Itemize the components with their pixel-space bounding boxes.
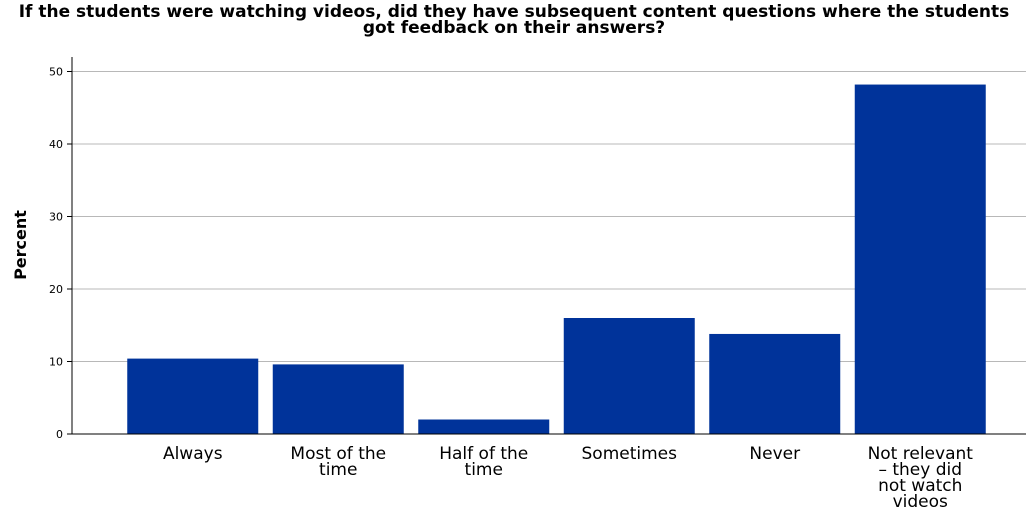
x-category-label-2: Half of the time (439, 444, 528, 480)
bar-3 (563, 318, 695, 434)
x-category-label-4: Never (749, 444, 800, 464)
bar-2 (418, 419, 550, 434)
y-tick-label-10: 10 (49, 356, 63, 369)
x-category-label-3: Sometimes (582, 444, 678, 464)
chart-title-line-1: If the students were watching videos, di… (18, 2, 1010, 22)
x-category-label-5-line-3: videos (893, 492, 948, 512)
x-category-label-5: Not relevant – they did not watch videos (868, 444, 974, 512)
chart-title: If the students were watching videos, di… (0, 2, 1028, 38)
chart-title-line-2: got feedback on their answers? (362, 18, 666, 38)
axes (67, 57, 1026, 435)
x-category-label-1-line-1: time (319, 460, 357, 480)
x-category-label-3-line-0: Sometimes (582, 444, 678, 464)
x-category-label-2-line-1: time (465, 460, 503, 480)
bar-1 (272, 364, 404, 434)
x-category-label-5-line-2: not watch (878, 476, 962, 496)
x-category-label-0: Always (163, 444, 223, 464)
x-category-label-2-line-0: Half of the (439, 444, 528, 464)
bars (127, 84, 986, 435)
x-category-label-0-line-0: Always (163, 444, 223, 464)
x-category-label-1: Most of the time (290, 444, 386, 480)
bar-4 (709, 333, 841, 434)
y-tick-label-40: 40 (49, 138, 63, 151)
x-category-label-4-line-0: Never (749, 444, 800, 464)
x-category-label-5-line-1: – they did (878, 460, 962, 480)
y-tick-label-30: 30 (49, 211, 63, 224)
y-tick-label-50: 50 (49, 66, 63, 79)
y-axis-label: Percent (11, 210, 30, 280)
y-tick-label-20: 20 (49, 283, 63, 296)
x-category-label-1-line-0: Most of the (290, 444, 386, 464)
y-tick-label-0: 0 (56, 428, 63, 441)
bar-0 (127, 358, 259, 434)
bar-5 (854, 84, 986, 435)
x-category-label-5-line-0: Not relevant (868, 444, 974, 464)
